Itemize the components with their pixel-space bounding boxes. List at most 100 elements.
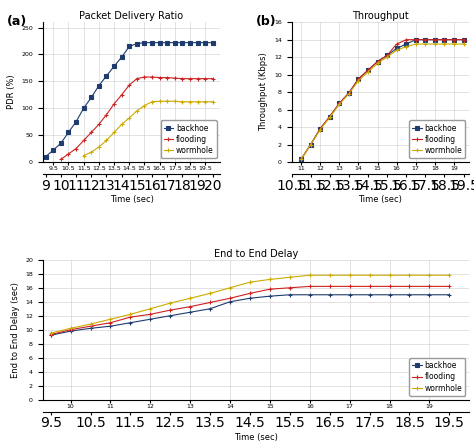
flooding — [207, 300, 213, 305]
Line: backhoe: backhoe — [44, 41, 215, 159]
wormhole — [128, 312, 133, 317]
wormhole — [89, 150, 94, 155]
wormhole — [111, 130, 117, 135]
backhoe — [413, 37, 419, 42]
Title: Throughput: Throughput — [352, 12, 409, 21]
backhoe — [367, 292, 373, 297]
wormhole — [210, 99, 216, 104]
flooding — [447, 284, 452, 289]
wormhole — [384, 55, 390, 60]
wormhole — [347, 273, 353, 278]
backhoe — [337, 101, 342, 106]
flooding — [202, 76, 208, 81]
wormhole — [427, 273, 432, 278]
X-axis label: Time (sec): Time (sec) — [234, 433, 278, 442]
wormhole — [164, 99, 170, 104]
wormhole — [346, 91, 352, 96]
backhoe — [43, 154, 48, 159]
wormhole — [317, 127, 323, 132]
backhoe — [149, 40, 155, 45]
wormhole — [147, 306, 153, 311]
wormhole — [407, 273, 412, 278]
wormhole — [337, 102, 342, 107]
flooding — [210, 76, 216, 81]
flooding — [365, 67, 371, 73]
Line: wormhole: wormhole — [299, 42, 465, 161]
Title: Packet Delivery Ratio: Packet Delivery Ratio — [80, 12, 183, 21]
backhoe — [108, 324, 113, 329]
wormhole — [227, 285, 233, 290]
backhoe — [127, 44, 132, 49]
wormhole — [327, 115, 333, 120]
wormhole — [108, 317, 113, 322]
backhoe — [147, 317, 153, 322]
wormhole — [387, 273, 392, 278]
wormhole — [207, 291, 213, 296]
wormhole — [267, 277, 273, 282]
wormhole — [167, 301, 173, 306]
flooding — [157, 75, 163, 80]
wormhole — [413, 41, 419, 47]
wormhole — [365, 69, 371, 75]
backhoe — [327, 114, 333, 119]
flooding — [287, 285, 292, 290]
X-axis label: Time (sec): Time (sec) — [109, 195, 154, 204]
flooding — [111, 101, 117, 107]
Line: flooding: flooding — [49, 285, 451, 337]
backhoe — [210, 40, 216, 45]
wormhole — [442, 41, 447, 47]
flooding — [317, 126, 323, 131]
backhoe — [394, 46, 400, 51]
backhoe — [172, 40, 178, 45]
wormhole — [195, 99, 201, 104]
wormhole — [48, 330, 54, 336]
wormhole — [287, 275, 292, 280]
backhoe — [347, 292, 353, 297]
wormhole — [298, 157, 304, 162]
wormhole — [142, 103, 147, 108]
flooding — [394, 41, 400, 47]
wormhole — [403, 44, 409, 49]
backhoe — [157, 40, 163, 45]
backhoe — [167, 313, 173, 318]
backhoe — [387, 292, 392, 297]
backhoe — [403, 41, 409, 47]
backhoe — [202, 40, 208, 45]
backhoe — [96, 83, 102, 88]
Line: flooding: flooding — [59, 75, 215, 161]
Line: backhoe: backhoe — [299, 38, 465, 161]
wormhole — [461, 41, 466, 47]
wormhole — [68, 325, 73, 331]
wormhole — [356, 78, 361, 83]
wormhole — [202, 99, 208, 104]
flooding — [180, 76, 185, 81]
backhoe — [65, 130, 71, 135]
wormhole — [447, 273, 452, 278]
backhoe — [447, 292, 452, 297]
flooding — [119, 92, 125, 97]
flooding — [187, 76, 193, 81]
backhoe — [48, 333, 54, 338]
backhoe — [134, 41, 140, 46]
wormhole — [134, 108, 140, 114]
backhoe — [89, 95, 94, 100]
backhoe — [384, 53, 390, 58]
flooding — [127, 83, 132, 88]
flooding — [442, 37, 447, 42]
wormhole — [172, 99, 178, 104]
flooding — [227, 296, 233, 301]
flooding — [327, 114, 333, 119]
flooding — [298, 157, 304, 162]
flooding — [427, 284, 432, 289]
flooding — [104, 112, 109, 117]
backhoe — [207, 306, 213, 311]
flooding — [407, 284, 412, 289]
wormhole — [327, 273, 333, 278]
flooding — [58, 157, 64, 162]
X-axis label: Time (sec): Time (sec) — [358, 195, 402, 204]
flooding — [337, 101, 342, 106]
backhoe — [442, 37, 447, 42]
backhoe — [180, 40, 185, 45]
flooding — [356, 76, 361, 82]
flooding — [68, 327, 73, 333]
